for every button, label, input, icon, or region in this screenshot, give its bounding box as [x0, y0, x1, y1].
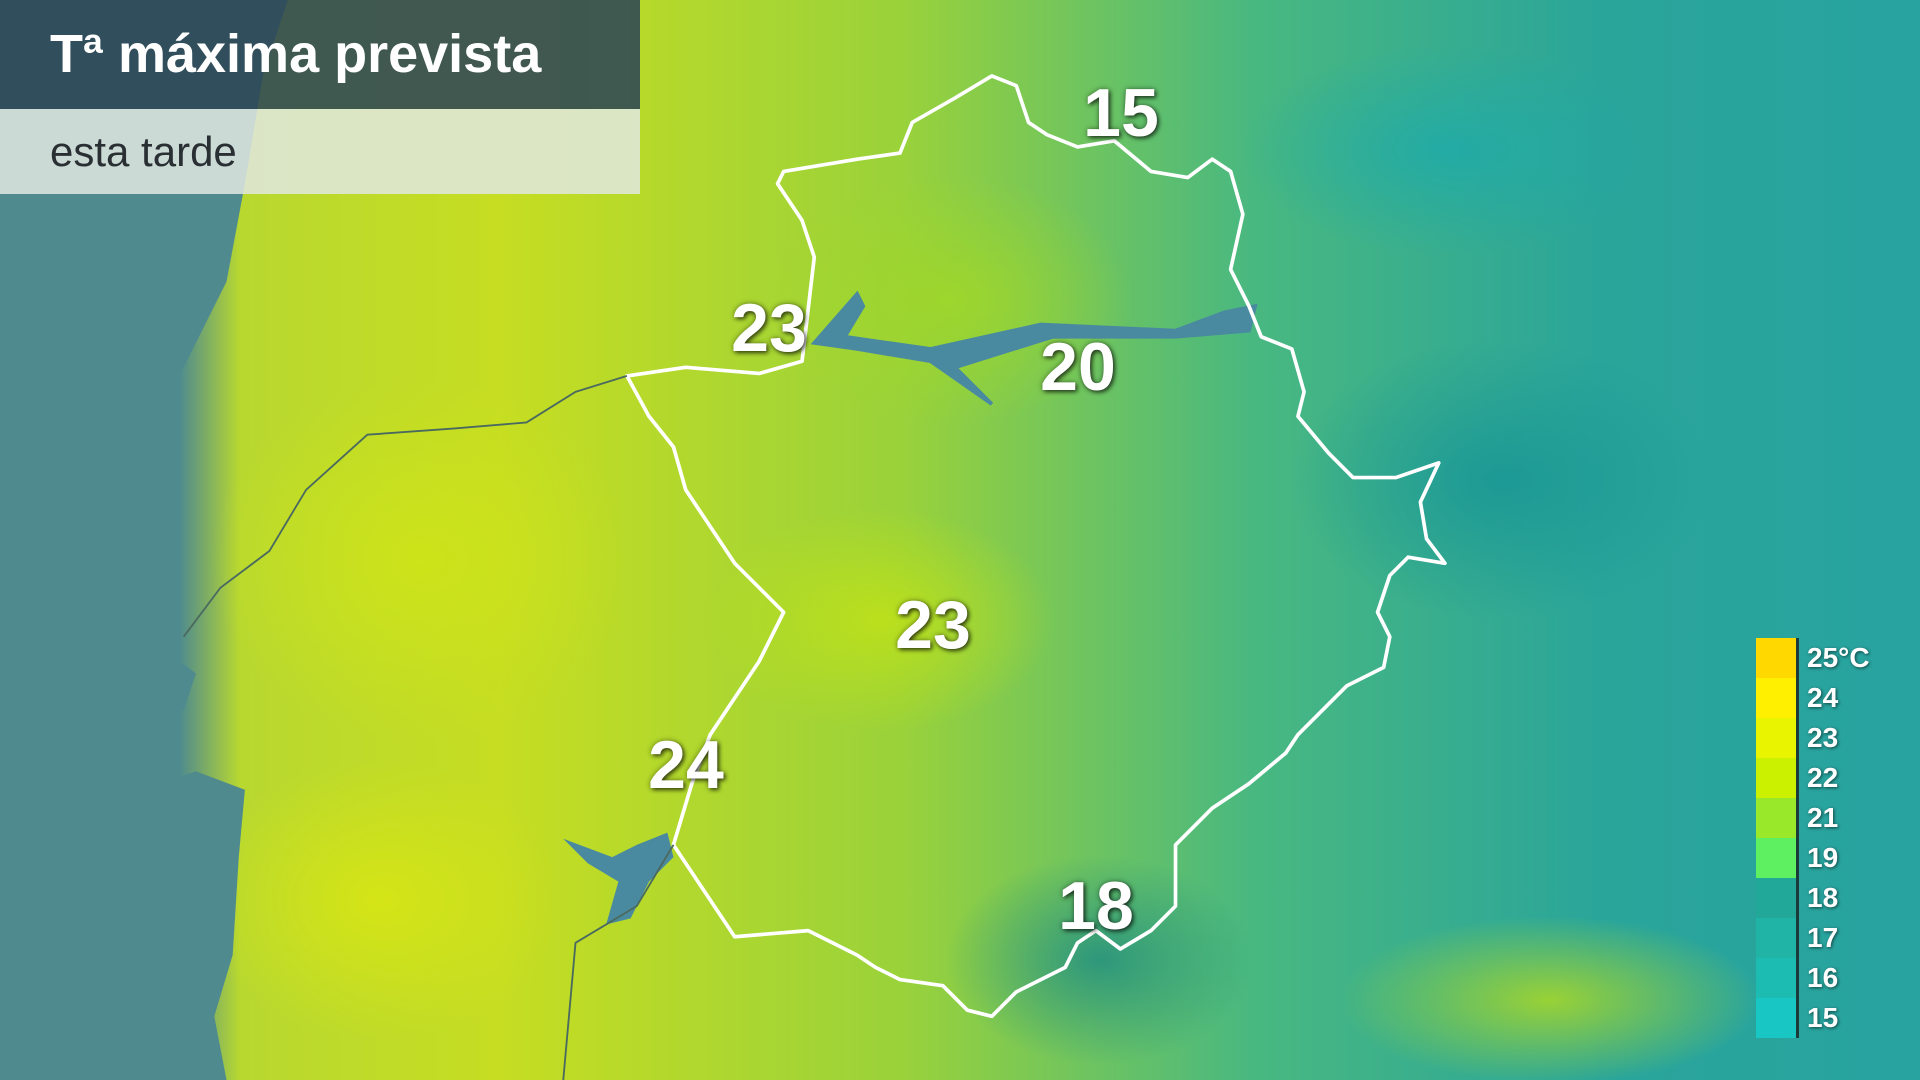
subtitle-bar: esta tarde	[0, 109, 640, 194]
temperature-label: 20	[1040, 329, 1116, 405]
temperature-label: 23	[731, 290, 807, 366]
reservoir-alqueva	[563, 832, 674, 925]
legend-row: 21	[1756, 798, 1870, 838]
coastline-sea	[0, 0, 288, 1080]
temperature-label: 18	[1058, 868, 1134, 944]
temperature-label: 23	[895, 587, 971, 663]
legend-row: 19	[1756, 838, 1870, 878]
legend-label: 18	[1807, 882, 1839, 913]
legend-label: 22	[1807, 762, 1839, 793]
legend-row: 22	[1756, 758, 1870, 798]
legend-label: 16	[1807, 962, 1839, 993]
legend-swatch	[1756, 998, 1799, 1038]
legend-row: 16	[1756, 958, 1870, 998]
border-portugal-spain	[182, 375, 675, 1080]
legend-swatch	[1756, 918, 1799, 958]
legend-swatch	[1756, 638, 1799, 678]
legend-label: 24	[1807, 682, 1839, 713]
color-legend: 25°C 24 23 22 21 19 18 17 16 15	[1756, 638, 1870, 1038]
legend-row: 24	[1756, 678, 1870, 718]
legend-label: 25°C	[1807, 642, 1870, 673]
temperature-label: 15	[1083, 75, 1159, 151]
map-title: Tª máxima prevista	[50, 24, 542, 84]
legend-swatch	[1756, 678, 1799, 718]
map-subtitle: esta tarde	[50, 128, 237, 175]
legend-row: 17	[1756, 918, 1870, 958]
legend-row: 18	[1756, 878, 1870, 918]
temperature-label: 24	[648, 727, 724, 803]
legend-label: 21	[1807, 802, 1839, 833]
legend-swatch	[1756, 958, 1799, 998]
legend-row: 23	[1756, 718, 1870, 758]
title-bar: Tª máxima prevista	[0, 0, 640, 109]
legend-swatch	[1756, 798, 1799, 838]
legend-row: 25°C	[1756, 638, 1870, 678]
legend-swatch	[1756, 718, 1799, 758]
legend-swatch	[1756, 758, 1799, 798]
region-border-extremadura	[625, 74, 1447, 1019]
legend-label: 17	[1807, 922, 1839, 953]
legend-swatch	[1756, 838, 1799, 878]
legend-label: 23	[1807, 722, 1839, 753]
legend-label: 19	[1807, 842, 1839, 873]
legend-label: 15	[1807, 1002, 1839, 1033]
legend-row: 15	[1756, 998, 1870, 1038]
legend-swatch	[1756, 878, 1799, 918]
reservoir-alcantara	[810, 290, 1258, 406]
